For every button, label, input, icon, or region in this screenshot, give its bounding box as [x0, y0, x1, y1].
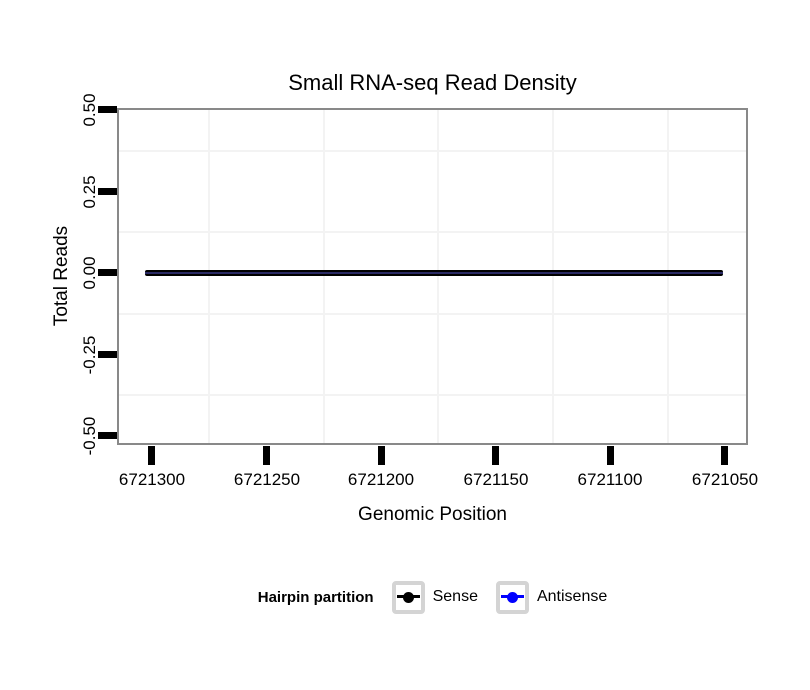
- gridline-horizontal: [119, 231, 746, 233]
- y-tick-label: 0.00: [80, 256, 99, 290]
- gridline-horizontal: [119, 150, 746, 152]
- sense-point-icon: [402, 591, 414, 603]
- gridline-vertical: [208, 110, 210, 443]
- antisense-point-icon: [506, 591, 518, 603]
- gridline-vertical: [667, 110, 669, 443]
- chart-title: Small RNA-seq Read Density: [288, 70, 577, 95]
- read-density-line-antisense: [145, 272, 723, 274]
- x-tick: [607, 446, 614, 465]
- y-tick: [98, 432, 117, 439]
- x-tick-label: 6721100: [577, 470, 643, 489]
- x-tick: [148, 446, 155, 465]
- legend-key-antisense: [495, 580, 529, 614]
- y-tick: [98, 188, 117, 195]
- legend: Hairpin partition Sense Antisense: [117, 580, 748, 614]
- gridline-horizontal: [119, 313, 746, 315]
- legend-title: Hairpin partition: [257, 588, 374, 606]
- x-tick: [263, 446, 270, 465]
- x-tick-label: 6721250: [233, 470, 301, 489]
- gridline-vertical: [552, 110, 554, 443]
- y-tick: [98, 351, 117, 358]
- x-tick-label: 6721150: [463, 470, 529, 489]
- y-tick-label: 0.50: [80, 93, 99, 127]
- legend-key-sense: [391, 580, 425, 614]
- x-tick: [378, 446, 385, 465]
- y-tick-label: -0.25: [80, 335, 99, 374]
- plot-panel: [117, 108, 748, 445]
- gridline-horizontal: [119, 394, 746, 396]
- x-tick-label: 6721300: [118, 470, 186, 489]
- y-axis-title: Total Reads: [51, 225, 72, 327]
- y-tick-label: 0.25: [80, 174, 99, 209]
- x-tick-label: 6721050: [691, 470, 759, 489]
- x-tick: [721, 446, 728, 465]
- legend-label-antisense: Antisense: [536, 588, 608, 605]
- x-tick: [492, 446, 499, 465]
- read-density-line-sense: [145, 270, 723, 276]
- legend-label-sense: Sense: [432, 588, 478, 605]
- x-axis-title: Genomic Position: [358, 504, 507, 525]
- y-tick-label: -0.50: [80, 416, 99, 456]
- y-tick: [98, 269, 117, 276]
- gridline-vertical: [437, 110, 439, 443]
- y-tick: [98, 106, 117, 113]
- gridline-vertical: [323, 110, 325, 443]
- x-tick-label: 6721200: [347, 470, 415, 489]
